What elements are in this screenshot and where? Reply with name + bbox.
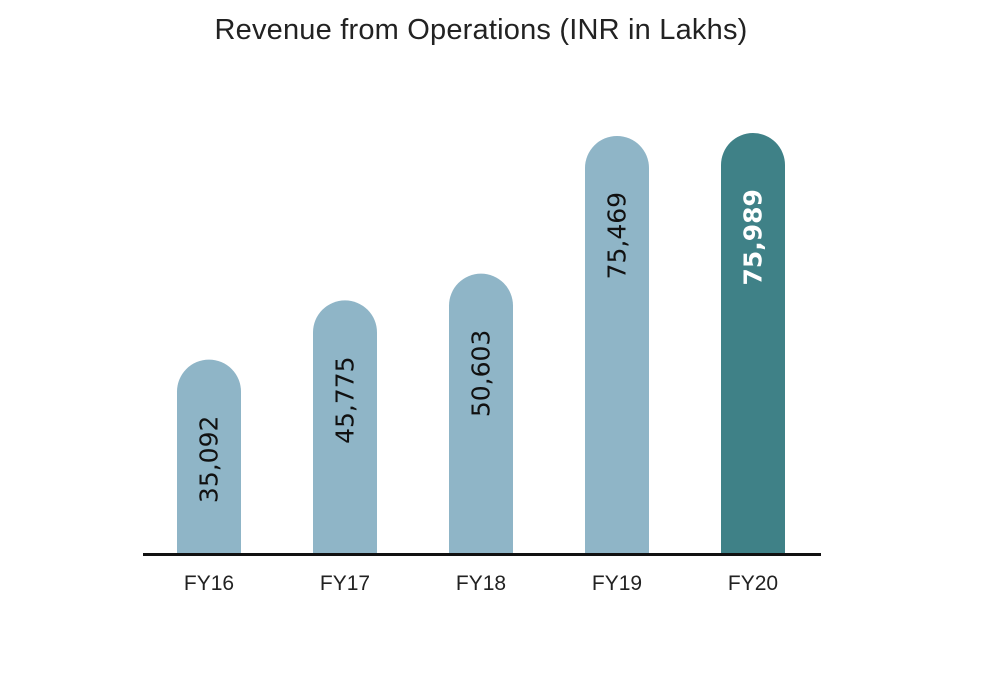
- chart-title: Revenue from Operations (INR in Lakhs): [214, 14, 748, 46]
- x-tick-label-fy18: FY18: [456, 572, 506, 595]
- bar-fy17: [313, 300, 377, 554]
- data-label-fy17: 45,775: [331, 356, 360, 443]
- data-label-fy18: 50,603: [467, 330, 496, 417]
- bar-fy18: [449, 273, 513, 554]
- data-label-fy16: 35,092: [195, 416, 224, 503]
- bar-fy20: [721, 133, 785, 555]
- x-tick-label-fy17: FY17: [320, 572, 370, 595]
- x-tick-label-fy19: FY19: [592, 572, 642, 595]
- bar-fy19: [585, 135, 649, 554]
- data-label-fy19: 75,469: [603, 192, 632, 279]
- x-tick-label-fy20: FY20: [728, 572, 778, 595]
- bar-fy16: [177, 359, 241, 554]
- data-label-fy20: 75,989: [739, 189, 768, 285]
- x-tick-label-fy16: FY16: [184, 572, 234, 595]
